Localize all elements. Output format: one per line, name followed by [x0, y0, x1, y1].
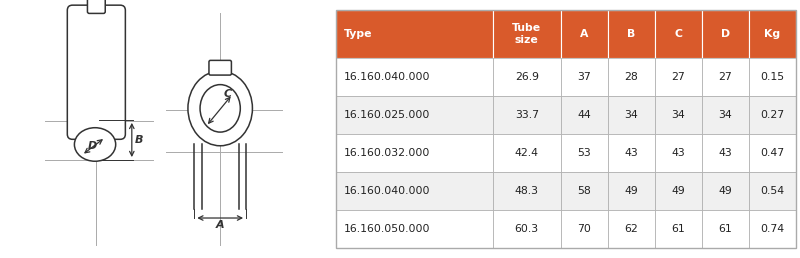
- Text: 16.160.032.000: 16.160.032.000: [344, 148, 430, 158]
- FancyBboxPatch shape: [67, 5, 126, 139]
- Bar: [561, 96, 608, 134]
- Bar: [655, 172, 702, 210]
- Ellipse shape: [74, 128, 116, 161]
- Text: 49: 49: [718, 186, 732, 196]
- Bar: [702, 96, 749, 134]
- Bar: [655, 10, 702, 58]
- Ellipse shape: [188, 71, 253, 146]
- Bar: [749, 172, 796, 210]
- Bar: [608, 172, 655, 210]
- Text: D: D: [88, 141, 97, 151]
- Text: 61: 61: [718, 224, 732, 234]
- Bar: [702, 134, 749, 172]
- Ellipse shape: [200, 85, 240, 132]
- Bar: [608, 134, 655, 172]
- Text: 49: 49: [671, 186, 686, 196]
- Text: 43: 43: [671, 148, 686, 158]
- Text: 27: 27: [671, 72, 686, 82]
- Bar: [561, 10, 608, 58]
- Bar: [702, 210, 749, 248]
- Text: 34: 34: [671, 110, 686, 120]
- Text: 58: 58: [578, 186, 591, 196]
- Bar: [493, 58, 561, 96]
- Text: 33.7: 33.7: [514, 110, 538, 120]
- Text: 42.4: 42.4: [514, 148, 538, 158]
- Text: 70: 70: [578, 224, 591, 234]
- Text: Type: Type: [344, 29, 373, 39]
- FancyBboxPatch shape: [209, 60, 231, 75]
- Text: 26.9: 26.9: [514, 72, 538, 82]
- Bar: [749, 210, 796, 248]
- Text: 16.160.025.000: 16.160.025.000: [344, 110, 430, 120]
- FancyBboxPatch shape: [87, 0, 106, 13]
- Text: 0.74: 0.74: [761, 224, 785, 234]
- Text: 48.3: 48.3: [514, 186, 538, 196]
- Bar: [336, 210, 493, 248]
- Text: 43: 43: [718, 148, 732, 158]
- Bar: [749, 134, 796, 172]
- Text: Kg: Kg: [765, 29, 781, 39]
- Text: 53: 53: [578, 148, 591, 158]
- Text: Tube
size: Tube size: [512, 23, 542, 45]
- Bar: [561, 210, 608, 248]
- Bar: [655, 96, 702, 134]
- Text: B: B: [135, 135, 143, 145]
- Text: 62: 62: [625, 224, 638, 234]
- Text: 0.47: 0.47: [761, 148, 785, 158]
- Bar: [702, 10, 749, 58]
- Text: 16.160.050.000: 16.160.050.000: [344, 224, 430, 234]
- Text: 60.3: 60.3: [514, 224, 539, 234]
- Text: 49: 49: [625, 186, 638, 196]
- Text: 34: 34: [625, 110, 638, 120]
- Bar: [493, 96, 561, 134]
- Bar: [336, 172, 493, 210]
- Bar: [655, 58, 702, 96]
- Bar: [493, 172, 561, 210]
- Bar: [655, 210, 702, 248]
- Bar: [493, 210, 561, 248]
- Bar: [608, 58, 655, 96]
- Bar: [561, 58, 608, 96]
- Text: 44: 44: [578, 110, 591, 120]
- Bar: [608, 96, 655, 134]
- Bar: [493, 10, 561, 58]
- Bar: [702, 58, 749, 96]
- Bar: [561, 172, 608, 210]
- Bar: [749, 96, 796, 134]
- Text: 28: 28: [625, 72, 638, 82]
- Bar: [336, 96, 493, 134]
- Bar: [608, 10, 655, 58]
- Bar: [336, 58, 493, 96]
- Bar: [749, 10, 796, 58]
- Bar: [749, 58, 796, 96]
- Text: 27: 27: [718, 72, 732, 82]
- Text: 0.15: 0.15: [761, 72, 785, 82]
- Text: 0.27: 0.27: [761, 110, 785, 120]
- Bar: [702, 172, 749, 210]
- Text: A: A: [580, 29, 589, 39]
- Text: D: D: [721, 29, 730, 39]
- Text: C: C: [674, 29, 682, 39]
- Text: C: C: [224, 89, 232, 99]
- Bar: [608, 210, 655, 248]
- Bar: [655, 134, 702, 172]
- Text: 43: 43: [625, 148, 638, 158]
- Bar: [336, 10, 493, 58]
- Text: 16.160.040.000: 16.160.040.000: [344, 72, 430, 82]
- Text: 37: 37: [578, 72, 591, 82]
- Text: A: A: [216, 220, 225, 230]
- Text: 34: 34: [718, 110, 732, 120]
- Text: 16.160.040.000: 16.160.040.000: [344, 186, 430, 196]
- Text: 0.54: 0.54: [761, 186, 785, 196]
- Bar: [336, 134, 493, 172]
- Bar: [561, 134, 608, 172]
- Text: B: B: [627, 29, 635, 39]
- Bar: [493, 134, 561, 172]
- Text: 61: 61: [671, 224, 686, 234]
